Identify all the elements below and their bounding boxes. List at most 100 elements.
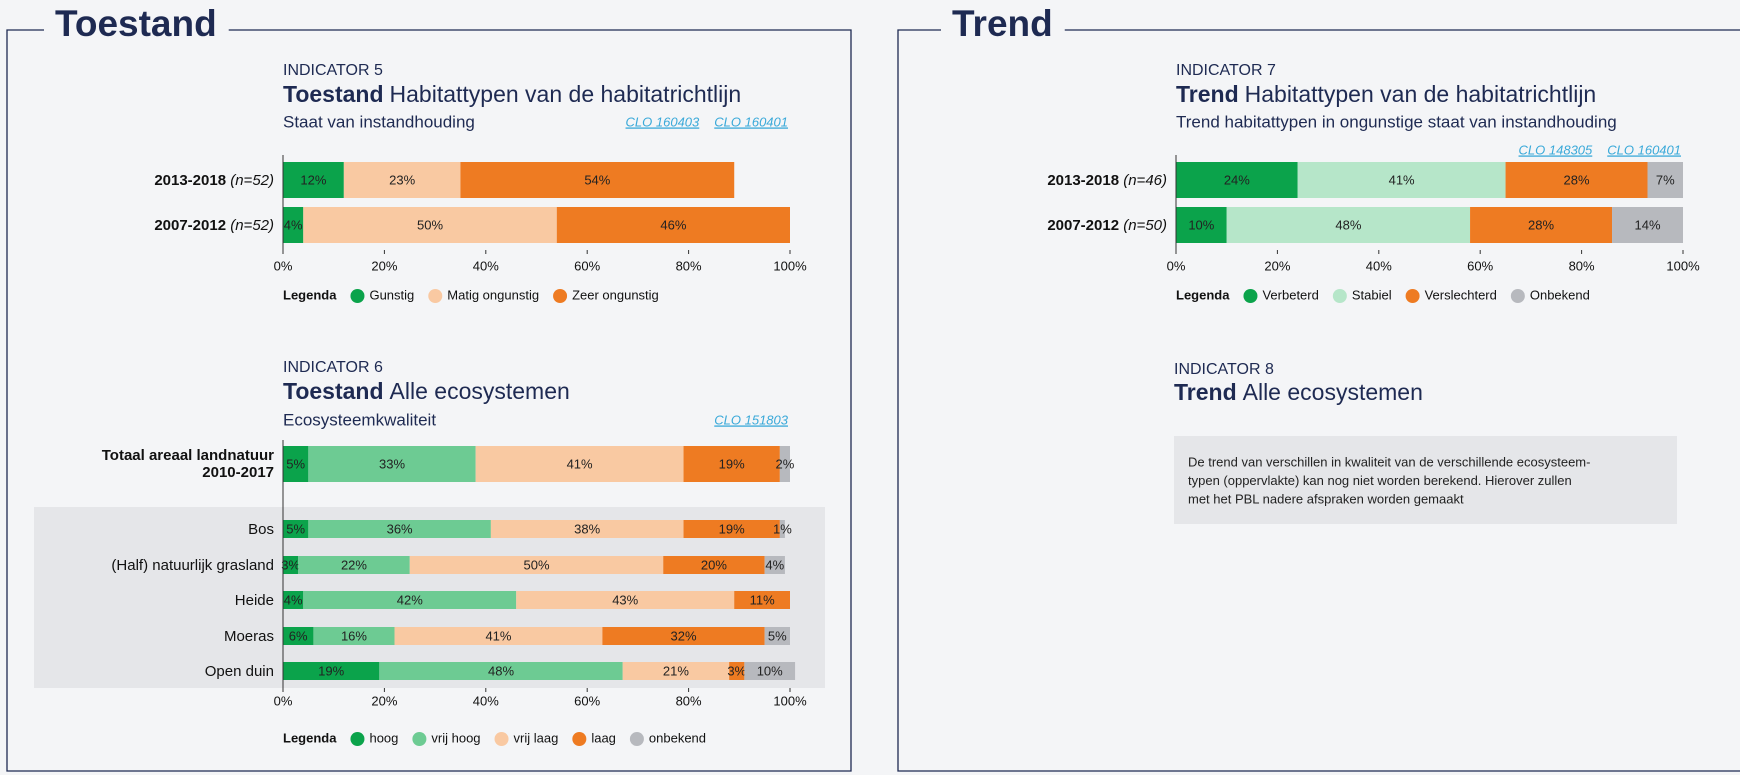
value-label: 32% [671,628,697,643]
category-note: (n=46) [1123,171,1167,189]
bar-segment [1612,207,1683,243]
value-label: 28% [1528,217,1554,232]
category-label: 2013-2018 (n=46) [927,155,1167,205]
bar-segment [663,556,765,574]
bar-segment [283,627,314,645]
value-label: 5% [286,456,305,471]
bar-segment [744,662,796,680]
x-tick-label: 20% [371,258,397,273]
bar-segment [1176,162,1298,198]
x-tick-label: 40% [1366,258,1392,273]
clo-link[interactable]: CLO 160401 [714,114,788,129]
x-tick-label: 60% [574,258,600,273]
bar-segment [1505,162,1648,198]
category: 2013-2018 [154,171,227,189]
bar-segment [298,556,410,574]
value-label: 41% [1389,172,1415,187]
value-label: 6% [289,628,308,643]
bar-segment [764,556,785,574]
chart-title: Trend Habitattypen van de habitatrichtlij… [1176,81,1596,107]
value-label: 4% [284,217,303,232]
category-label: Open duin [69,646,274,696]
legend-label: Verbeterd [1262,287,1318,302]
value-label: 48% [488,663,514,678]
legend-swatch [1332,289,1347,303]
value-label: 20% [701,557,727,572]
x-tick-label: 100% [1666,258,1700,273]
value-label: 2% [776,456,795,471]
category-label: Heide [69,575,274,625]
value-label: 3% [727,663,746,678]
note-line: De trend van verschillen in kwaliteit va… [1188,454,1590,469]
value-label: 19% [719,521,745,536]
category: Open duin [204,662,274,680]
value-label: 16% [341,628,367,643]
bar-segment [308,520,491,538]
category-note: (n=52) [230,171,274,189]
indicator-label: INDICATOR 5 [283,62,383,79]
x-tick-label: 60% [574,693,600,708]
value-label: 23% [389,172,415,187]
legend-swatch [412,732,427,746]
value-label: 50% [523,557,549,572]
section-title: Toestand [55,3,217,44]
bar-segment [1297,162,1506,198]
value-label: 4% [284,592,303,607]
category: Moeras [223,627,274,645]
legend-label: hoog [369,730,398,745]
chart-title: Trend Alle ecosystemen [1174,379,1423,405]
category: 2007-2012 [154,216,227,234]
bar-segment [1176,207,1227,243]
clo-link[interactable]: CLO 160401 [1607,142,1681,157]
bar-segment [1647,162,1683,198]
title-rest: Habitattypen van de habitatrichtlijn [1245,81,1597,107]
title-bold: Trend [1174,379,1237,405]
bar-segment [475,446,684,482]
bar-segment [622,662,730,680]
clo-link[interactable]: CLO 148305 [1519,142,1593,157]
value-label: 28% [1564,172,1590,187]
category-label: 2007-2012 (n=50) [927,200,1167,250]
bar-segment [683,520,780,538]
legend-label: onbekend [649,730,706,745]
legend-swatch [350,289,365,303]
bar-segment [490,520,684,538]
bar-segment [779,446,790,482]
bar-segment [764,627,790,645]
bar-segment [283,207,304,243]
x-tick-label: 100% [773,258,807,273]
value-label: 41% [485,628,511,643]
x-tick-label: 40% [473,693,499,708]
bar-segment [308,446,476,482]
clo-link[interactable]: CLO 151803 [714,412,788,427]
section-frame [897,29,1740,772]
chart-title: Toestand Habitattypen van de habitatricht… [283,81,741,107]
value-label: 14% [1634,217,1660,232]
value-label: 24% [1224,172,1250,187]
legend-title: Legenda [1176,287,1230,302]
note-line: met het PBL nadere afspraken worden gema… [1188,491,1464,506]
clo-link[interactable]: CLO 160403 [626,114,700,129]
category: Heide [234,591,274,609]
bar-segment [343,162,461,198]
x-tick-label: 40% [473,258,499,273]
legend-label: laag [591,730,616,745]
legend-swatch [1243,289,1258,303]
value-label: 12% [300,172,326,187]
legend-swatch [428,289,443,303]
category-label: Totaal areaal landnatuur 2010-2017 [69,439,274,489]
value-label: 5% [286,521,305,536]
legend-swatch [553,289,568,303]
chart-title: Toestand Alle ecosystemen [283,378,570,404]
legend-label: Gunstig [369,287,414,302]
bar-segment [460,162,735,198]
legend-label: Matig ongunstig [447,287,539,302]
bar-segment [556,207,790,243]
category-note: (n=52) [230,216,274,234]
legend-swatch [350,732,365,746]
x-tick-label: 20% [371,693,397,708]
bar-segment [283,520,309,538]
value-label: 10% [1188,217,1214,232]
value-label: 33% [379,456,405,471]
